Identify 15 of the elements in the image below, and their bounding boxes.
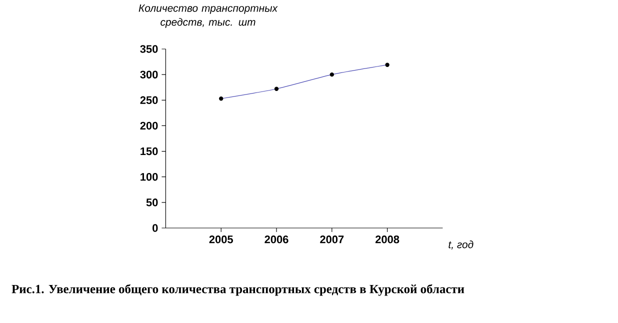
y-tick-label: 200 [140, 122, 158, 130]
x-tick-label: 2005 [209, 236, 233, 244]
x-tick-label: 2008 [375, 236, 400, 244]
y-tick-label: 150 [140, 147, 158, 156]
x-tick-label: 2006 [264, 236, 288, 244]
y-tick-label: 0 [152, 224, 158, 232]
y-tick-label: 350 [140, 45, 158, 53]
y-axis-title: Количество транспортных средств, тыс. шт [138, 4, 278, 28]
y-tick-label: 100 [140, 172, 158, 181]
x-tick-label: 2007 [320, 236, 344, 244]
text: Рис.1. Увеличение общего количества транспортных средств в Курской области [12, 284, 464, 296]
y-tick-label: 300 [140, 70, 158, 78]
y-tick-label: 50 [146, 198, 158, 206]
x-axis-title: t, год [448, 240, 474, 250]
y-tick-label: 250 [140, 96, 158, 104]
